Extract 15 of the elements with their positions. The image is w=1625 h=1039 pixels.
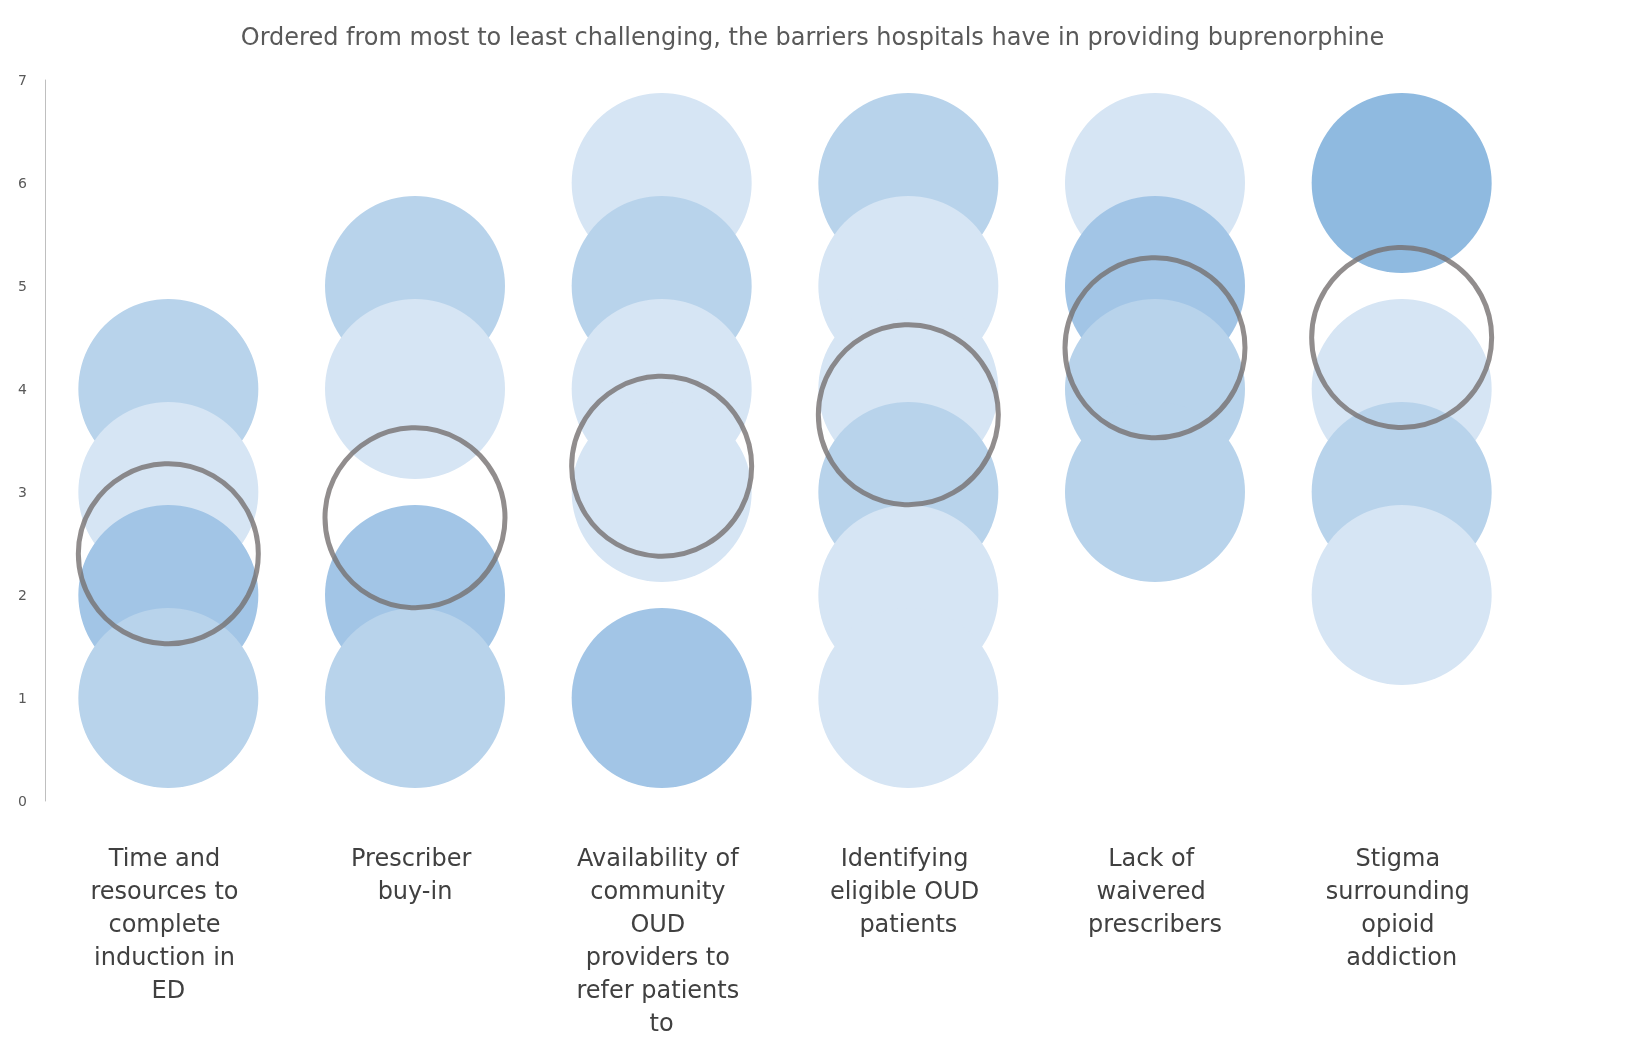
y-tick-label: 5 [18,278,27,294]
x-tick-label: Prescriber buy-in [351,843,479,905]
y-tick-label: 4 [18,381,28,397]
y-tick-label: 7 [18,72,27,88]
y-tick-label: 2 [18,587,27,603]
x-tick-label: Identifying eligible OUD patients [829,843,987,938]
x-tick-label: Stigma surrounding opioid addiction [1325,843,1478,971]
x-tick-label: Lack of waivered prescribers [1088,843,1222,938]
x-tick-label: Availability of community OUD providers to refer patients to [576,843,747,1037]
y-tick-label: 0 [18,793,27,809]
y-tick-label: 6 [18,175,28,191]
y-tick-label: 3 [18,484,27,500]
x-tick-label: Time and resources to complete induction in ED [90,843,247,1004]
y-tick-label: 1 [18,690,27,706]
chart-title: Ordered from most to least challenging, the barriers hospitals have in providing buprenorphine [240,23,1385,51]
